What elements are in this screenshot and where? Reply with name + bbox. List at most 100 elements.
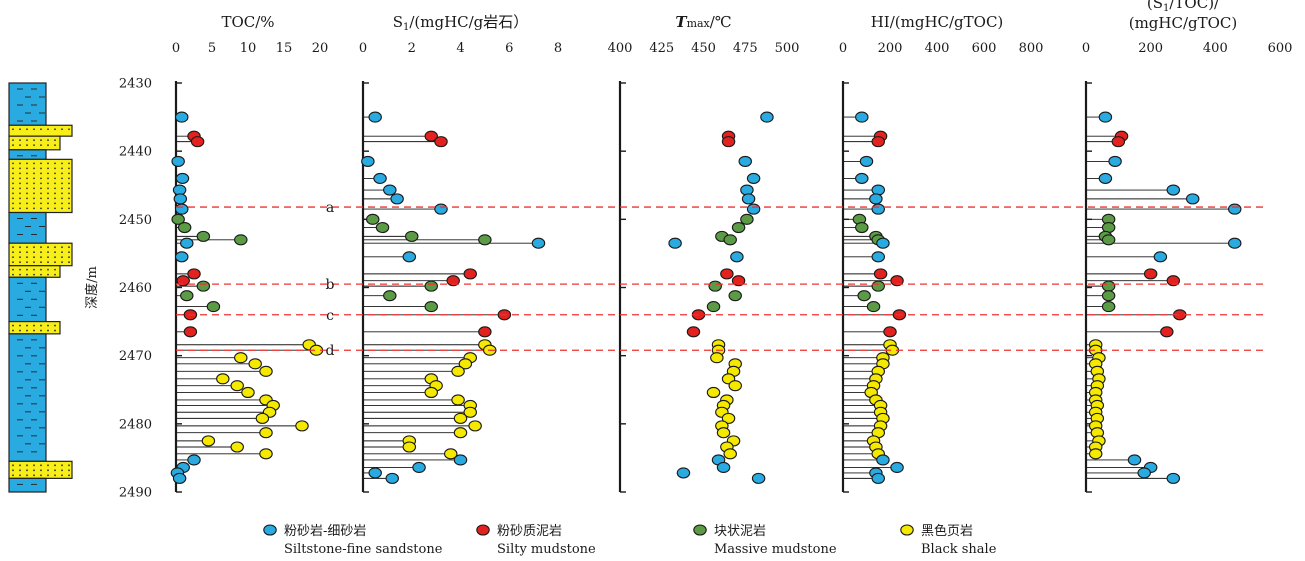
- sand-dot-pattern: [33, 192, 35, 195]
- data-point-massive-mudstone: [365, 213, 380, 225]
- sand-dot-pattern: [12, 182, 14, 185]
- sand-dot-pattern: [54, 324, 56, 327]
- data-point-siltstone: [1227, 237, 1242, 249]
- sand-dot-pattern: [47, 329, 49, 332]
- data-point-black-shale: [295, 420, 309, 432]
- sand-dot-pattern: [40, 251, 42, 254]
- sand-dot-pattern: [19, 469, 21, 472]
- data-point-siltstone: [434, 203, 448, 215]
- data-point-black-shale: [259, 448, 273, 460]
- sand-dot-pattern: [40, 172, 42, 175]
- sand-dot-pattern: [40, 261, 42, 264]
- data-point-siltstone: [738, 155, 752, 167]
- data-point-siltstone: [1185, 193, 1200, 205]
- sand-dot-pattern: [12, 167, 14, 170]
- data-point-siltstone: [855, 172, 869, 184]
- data-point-massive-mudstone: [866, 301, 881, 313]
- data-point-black-shale: [716, 427, 731, 439]
- depth-axis: 2430 2440 2450 2460 2470 2480 2490 深度/m: [84, 77, 152, 501]
- sand-dot-pattern: [54, 207, 56, 210]
- sand-dot-pattern: [33, 251, 35, 254]
- legend: 粉砂岩-细砂岩 Siltstone-fine sandstone 粉砂质泥岩 Silt…: [263, 523, 997, 557]
- litho-bed-fill: [8, 82, 47, 126]
- data-point-silty-mudstone: [686, 326, 701, 338]
- data-point-silty-mudstone: [187, 268, 201, 280]
- x-tick-label: 475: [733, 41, 758, 56]
- sand-dot-pattern: [61, 474, 63, 477]
- x-tick-label: 0: [1082, 41, 1090, 56]
- data-point-siltstone: [716, 461, 731, 474]
- litho-bed-sandstone: [8, 158, 73, 214]
- panels: TOC/% 0 5 10 15 20 S1/(mgHC/g岩石） 0 2 4 6 8 Tmax/℃ 400…: [170, 0, 1292, 493]
- legend-item-black-shale: 黑色页岩 Black shale: [900, 523, 997, 557]
- data-point-siltstone: [855, 111, 869, 123]
- marker-lines: a bc d: [176, 200, 1268, 359]
- data-point-massive-mudstone: [196, 230, 211, 242]
- litho-bed-fill: [8, 477, 47, 493]
- sand-dot-pattern: [19, 202, 21, 205]
- sand-dot-pattern: [19, 207, 21, 210]
- panel-title: (S1/TOC)/: [1147, 0, 1220, 14]
- litho-bed-fill: [8, 211, 47, 244]
- x-tick-label: 8: [554, 41, 562, 56]
- sand-dot-pattern: [33, 464, 35, 467]
- litho-bed-mudstone: [8, 82, 47, 126]
- legend-label-zh: 黑色页岩: [921, 523, 973, 539]
- data-point-massive-mudstone: [1101, 301, 1116, 313]
- marker-label-c: c: [326, 308, 334, 324]
- sand-dot-pattern: [12, 256, 14, 259]
- sand-dot-pattern: [68, 464, 70, 467]
- sand-dot-pattern: [47, 261, 49, 264]
- litho-bed-fill: [8, 333, 47, 462]
- sand-dot-pattern: [61, 128, 63, 131]
- sand-dot-pattern: [33, 261, 35, 264]
- sand-dot-pattern: [54, 162, 56, 165]
- sand-dot-pattern: [33, 268, 35, 271]
- data-point-siltstone: [1153, 251, 1168, 263]
- data-point-black-shale: [728, 380, 742, 392]
- sand-dot-pattern: [40, 187, 42, 190]
- sand-dot-pattern: [33, 167, 35, 170]
- data-point-siltstone: [668, 237, 682, 249]
- data-point-siltstone: [368, 111, 382, 123]
- sand-dot-pattern: [26, 469, 28, 472]
- sand-dot-pattern: [33, 172, 35, 175]
- data-point-black-shale: [451, 365, 465, 377]
- data-point-massive-mudstone: [180, 290, 194, 302]
- data-point-black-shale: [255, 412, 270, 424]
- sand-dot-pattern: [12, 192, 14, 195]
- sand-dot-pattern: [19, 256, 21, 259]
- sand-dot-pattern: [61, 207, 63, 210]
- sand-dot-pattern: [12, 268, 14, 271]
- sand-dot-pattern: [61, 251, 63, 254]
- data-point-black-shale: [424, 386, 438, 399]
- data-point-siltstone: [187, 454, 201, 466]
- sand-dot-pattern: [68, 172, 70, 175]
- data-point-black-shale: [451, 394, 465, 406]
- sand-dot-pattern: [26, 177, 28, 180]
- sand-dot-pattern: [12, 139, 14, 142]
- sand-dot-pattern: [68, 207, 70, 210]
- sand-dot-pattern: [12, 207, 14, 210]
- data-point-siltstone: [172, 472, 187, 484]
- sand-dot-pattern: [54, 177, 56, 180]
- sand-dot-pattern: [19, 128, 21, 131]
- data-point-siltstone: [175, 111, 189, 123]
- data-point-siltstone: [890, 461, 904, 474]
- data-point-siltstone: [869, 193, 883, 205]
- sand-dot-pattern: [68, 246, 70, 249]
- litho-bed-sandstone: [8, 265, 61, 278]
- sand-dot-pattern: [61, 469, 63, 472]
- data-point-siltstone: [760, 111, 774, 123]
- sand-dot-pattern: [26, 202, 28, 205]
- marker-label-b: b: [326, 277, 335, 293]
- sand-dot-pattern: [26, 464, 28, 467]
- x-tick-label: 200: [878, 41, 903, 56]
- data-point-massive-mudstone: [857, 290, 871, 302]
- sand-dot-pattern: [12, 197, 14, 200]
- sand-dot-pattern: [47, 256, 49, 259]
- litho-bed-mudstone: [8, 333, 47, 462]
- data-point-siltstone: [383, 184, 397, 196]
- data-point-black-shale: [259, 365, 273, 377]
- sand-dot-pattern: [68, 177, 70, 180]
